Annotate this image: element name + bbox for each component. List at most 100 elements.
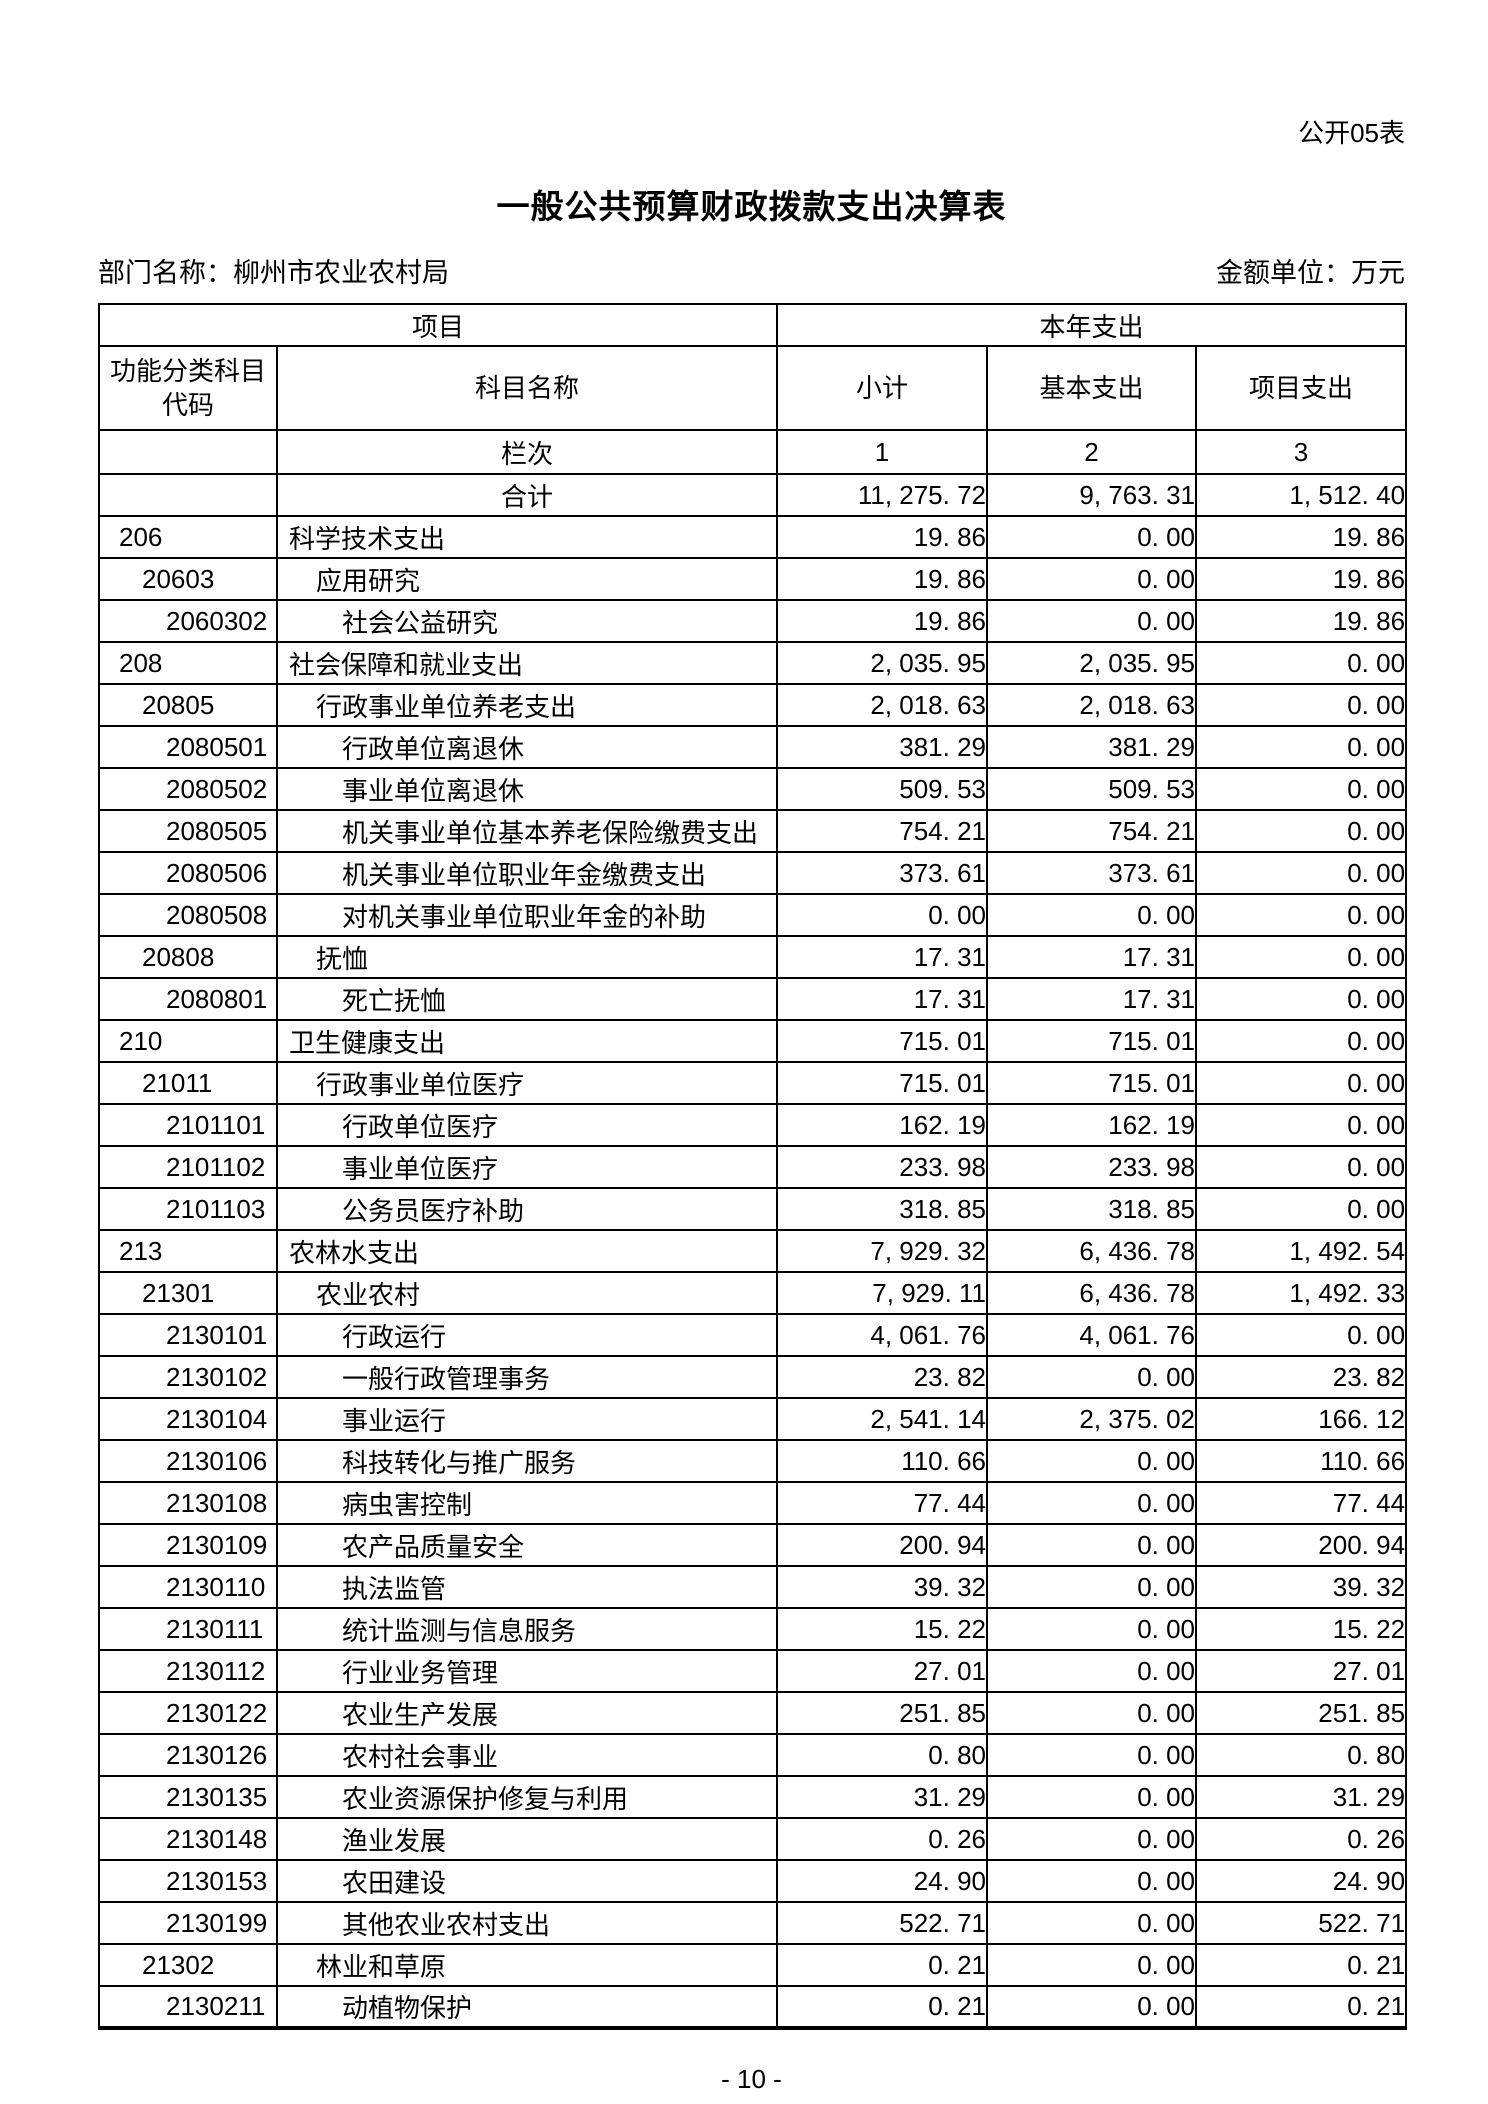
subtotal-cell: 77. 44 — [776, 1481, 989, 1525]
basic-expense-cell: 0. 00 — [986, 1355, 1198, 1399]
meta-row: 部门名称：柳州市农业农村局 金额单位：万元 — [98, 256, 1405, 290]
subtotal-cell: 251. 85 — [776, 1691, 989, 1735]
subtotal-cell: 23. 82 — [776, 1355, 989, 1399]
subtotal-cell: 2, 541. 14 — [776, 1397, 989, 1441]
header-columns-row: 功能分类科目 代码 科目名称 小计 基本支出 项目支出 — [98, 345, 1408, 431]
project-expense-cell: 77. 44 — [1195, 1481, 1408, 1525]
basic-expense-cell: 0. 00 — [986, 1817, 1198, 1861]
header-subtotal-col: 小计 — [776, 345, 989, 431]
table-row: 2060302 社会公益研究 19. 86 0. 00 19. 86 — [98, 599, 1408, 643]
subject-name-cell: 农田建设 — [275, 1859, 779, 1903]
code-cell: 20603 — [98, 557, 278, 601]
doc-label: 公开05表 — [1298, 118, 1405, 148]
lanci-empty-cell — [98, 429, 278, 475]
subtotal-cell: 17. 31 — [776, 935, 989, 979]
subtotal-cell: 715. 01 — [776, 1061, 989, 1105]
subtotal-cell: 318. 85 — [776, 1187, 989, 1231]
basic-expense-cell: 0. 00 — [986, 557, 1198, 601]
subtotal-cell: 162. 19 — [776, 1103, 989, 1147]
subtotal-cell: 0. 26 — [776, 1817, 989, 1861]
basic-expense-cell: 0. 00 — [986, 1481, 1198, 1525]
table-row: 2080505 机关事业单位基本养老保险缴费支出 754. 21 754. 21 0. … — [98, 809, 1408, 853]
project-expense-cell: 110. 66 — [1195, 1439, 1408, 1483]
table-row: 20805 行政事业单位养老支出 2, 018. 63 2, 018. 63 0. 00 — [98, 683, 1408, 727]
subject-name-cell: 一般行政管理事务 — [275, 1355, 779, 1399]
table-row: 2130110 执法监管 39. 32 0. 00 39. 32 — [98, 1565, 1408, 1609]
subject-name-cell: 农产品质量安全 — [275, 1523, 779, 1567]
table-row: 2080502 事业单位离退休 509. 53 509. 53 0. 00 — [98, 767, 1408, 811]
subject-name-cell: 死亡抚恤 — [275, 977, 779, 1021]
table-row: 208 社会保障和就业支出 2, 035. 95 2, 035. 95 0. 00 — [98, 641, 1408, 685]
budget-table: 项目 本年支出 功能分类科目 代码 科目名称 小计 基本支出 项目支出 栏次 — [97, 303, 1408, 2030]
subtotal-cell: 522. 71 — [776, 1901, 989, 1945]
project-expense-cell: 19. 86 — [1195, 557, 1408, 601]
subject-name-cell: 农业农村 — [275, 1271, 779, 1315]
code-cell: 20808 — [98, 935, 278, 979]
table-row: 2130111 统计监测与信息服务 15. 22 0. 00 15. 22 — [98, 1607, 1408, 1651]
project-expense-cell: 0. 00 — [1195, 641, 1408, 685]
subtotal-cell: 509. 53 — [776, 767, 989, 811]
project-expense-cell: 0. 00 — [1195, 809, 1408, 853]
subject-name-cell: 执法监管 — [275, 1565, 779, 1609]
code-cell: 2060302 — [98, 599, 278, 643]
table-row: 2130122 农业生产发展 251. 85 0. 00 251. 85 — [98, 1691, 1408, 1735]
project-expense-cell: 0. 00 — [1195, 1187, 1408, 1231]
col-index-3: 3 — [1195, 429, 1408, 475]
code-cell: 208 — [98, 641, 278, 685]
subject-name-cell: 农村社会事业 — [275, 1733, 779, 1777]
subject-name-cell: 公务员医疗补助 — [275, 1187, 779, 1231]
basic-expense-cell: 0. 00 — [986, 1439, 1198, 1483]
project-expense-cell: 0. 21 — [1195, 1943, 1408, 1987]
header-code-col: 功能分类科目 代码 — [98, 345, 278, 431]
code-cell: 21011 — [98, 1061, 278, 1105]
subtotal-cell: 200. 94 — [776, 1523, 989, 1567]
basic-expense-cell: 4, 061. 76 — [986, 1313, 1198, 1357]
subtotal-cell: 0. 00 — [776, 893, 989, 937]
header-basic-col: 基本支出 — [986, 345, 1198, 431]
subject-name-cell: 事业运行 — [275, 1397, 779, 1441]
basic-expense-cell: 0. 00 — [986, 1733, 1198, 1777]
table-row: 2130102 一般行政管理事务 23. 82 0. 00 23. 82 — [98, 1355, 1408, 1399]
subtotal-cell: 381. 29 — [776, 725, 989, 769]
subtotal-cell: 15. 22 — [776, 1607, 989, 1651]
basic-expense-cell: 0. 00 — [986, 1859, 1198, 1903]
table-row: 2130104 事业运行 2, 541. 14 2, 375. 02 166. 12 — [98, 1397, 1408, 1441]
basic-expense-cell: 0. 00 — [986, 1943, 1198, 1987]
col-index-2: 2 — [986, 429, 1198, 475]
table-row: 20603 应用研究 19. 86 0. 00 19. 86 — [98, 557, 1408, 601]
basic-expense-cell: 0. 00 — [986, 1901, 1198, 1945]
project-expense-cell: 1, 492. 54 — [1195, 1229, 1408, 1273]
basic-expense-cell: 2, 375. 02 — [986, 1397, 1198, 1441]
project-expense-cell: 522. 71 — [1195, 1901, 1408, 1945]
subtotal-cell: 7, 929. 11 — [776, 1271, 989, 1315]
basic-expense-cell: 162. 19 — [986, 1103, 1198, 1147]
basic-expense-cell: 0. 00 — [986, 1607, 1198, 1651]
basic-expense-cell: 373. 61 — [986, 851, 1198, 895]
subject-name-cell: 农林水支出 — [275, 1229, 779, 1273]
basic-expense-cell: 0. 00 — [986, 515, 1198, 559]
project-expense-cell: 0. 00 — [1195, 1145, 1408, 1189]
code-cell: 213 — [98, 1229, 278, 1273]
subject-name-cell: 机关事业单位职业年金缴费支出 — [275, 851, 779, 895]
subtotal-cell: 0. 21 — [776, 1985, 989, 2029]
code-cell: 2130122 — [98, 1691, 278, 1735]
basic-expense-cell: 715. 01 — [986, 1061, 1198, 1105]
subtotal-cell: 19. 86 — [776, 515, 989, 559]
basic-expense-cell: 0. 00 — [986, 893, 1198, 937]
project-expense-cell: 19. 86 — [1195, 515, 1408, 559]
code-cell: 2080505 — [98, 809, 278, 853]
code-cell: 2080501 — [98, 725, 278, 769]
subtotal-cell: 31. 29 — [776, 1775, 989, 1819]
unit-label: 金额单位：万元 — [1216, 258, 1405, 288]
subject-name-cell: 行政事业单位养老支出 — [275, 683, 779, 727]
table-row: 21302 林业和草原 0. 21 0. 00 0. 21 — [98, 1943, 1408, 1987]
project-expense-cell: 0. 80 — [1195, 1733, 1408, 1777]
basic-expense-cell: 0. 00 — [986, 1565, 1198, 1609]
table-row: 2130135 农业资源保护修复与利用 31. 29 0. 00 31. 29 — [98, 1775, 1408, 1819]
table-row: 2130211 动植物保护 0. 21 0. 00 0. 21 — [98, 1985, 1408, 2029]
basic-expense-cell: 0. 00 — [986, 1523, 1198, 1567]
code-cell: 2101102 — [98, 1145, 278, 1189]
subject-name-cell: 社会保障和就业支出 — [275, 641, 779, 685]
table-row: 2080506 机关事业单位职业年金缴费支出 373. 61 373. 61 0. 00 — [98, 851, 1408, 895]
